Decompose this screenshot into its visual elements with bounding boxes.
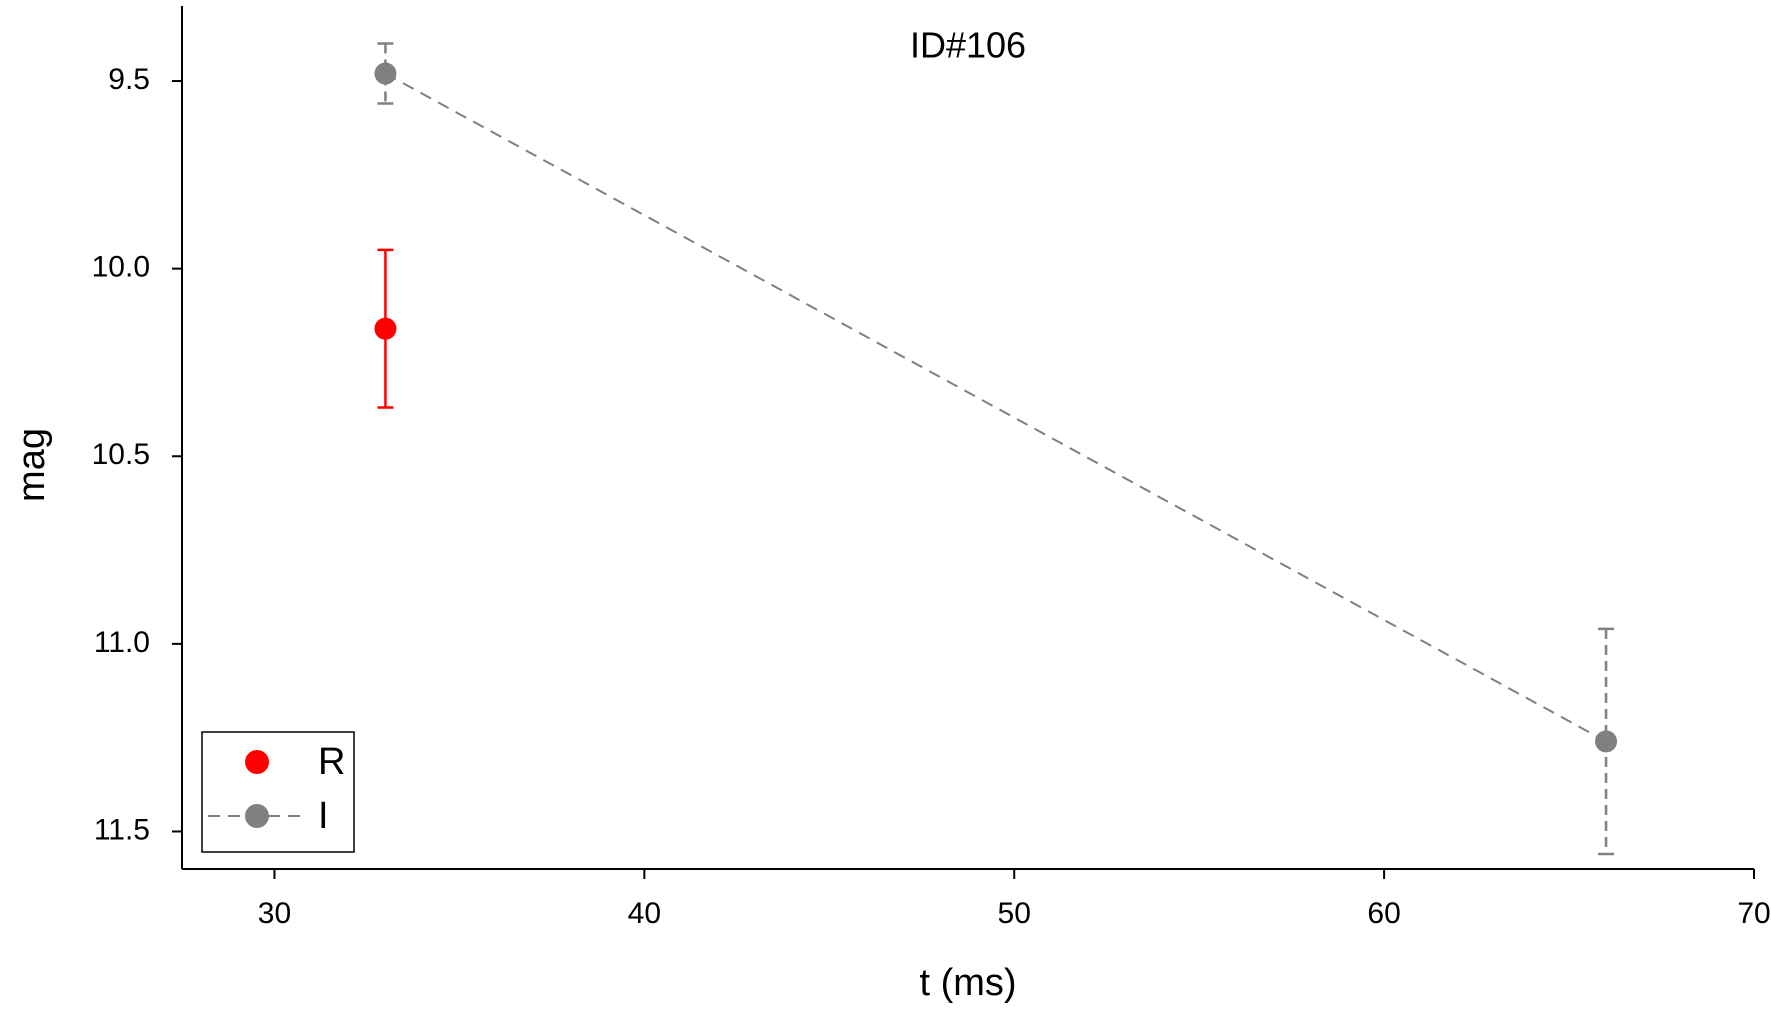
x-tick-label: 60	[1367, 897, 1400, 930]
y-tick-label: 10.5	[92, 438, 150, 471]
data-point	[374, 317, 397, 340]
error-bar	[377, 42, 394, 105]
x-tick-label: 50	[998, 897, 1031, 930]
data-point	[374, 62, 397, 85]
x-tick-label: 30	[258, 897, 291, 930]
legend-label: I	[318, 795, 329, 837]
chart-title: ID#106	[910, 25, 1026, 66]
data-point	[1595, 730, 1618, 753]
y-tick-label: 11.5	[94, 813, 150, 846]
legend-box	[201, 731, 355, 853]
x-axis-label: t (ms)	[919, 962, 1016, 1004]
y-axis-label: mag	[11, 428, 53, 502]
legend-label: R	[318, 741, 345, 783]
y-tick-label: 9.5	[108, 63, 150, 96]
y-tick-label: 11.0	[94, 626, 150, 659]
x-tick-label: 70	[1737, 897, 1770, 930]
series-line	[384, 72, 1607, 743]
x-tick-label: 40	[628, 897, 661, 930]
y-tick-label: 10.0	[92, 251, 150, 284]
legend-marker	[245, 750, 269, 774]
legend-marker	[245, 804, 269, 828]
